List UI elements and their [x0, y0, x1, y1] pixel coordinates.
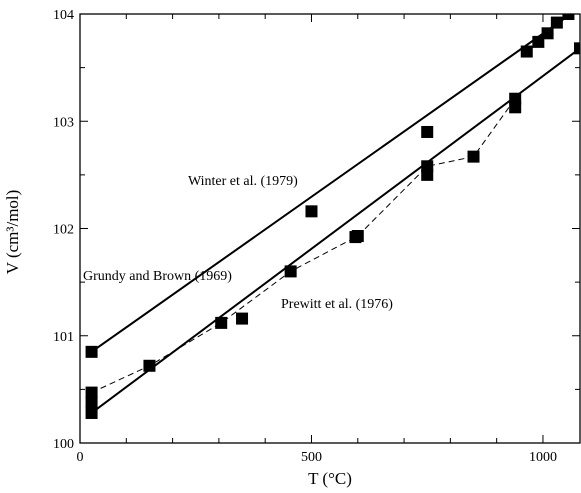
plot-frame [79, 13, 581, 444]
annotation-winter: Winter et al. (1979) [188, 174, 298, 189]
annotation-grundy-brown: Grundy and Brown (1969) [83, 269, 232, 284]
y-tick-label: 104 [53, 8, 74, 23]
y-tick-label: 102 [53, 223, 74, 238]
data-point [236, 312, 249, 325]
data-point [143, 359, 156, 372]
data-point [541, 27, 554, 40]
fit-line [90, 47, 581, 414]
data-point [467, 150, 480, 163]
data-point [85, 396, 98, 409]
data-point [509, 101, 522, 114]
data-point [421, 125, 434, 138]
data-point [349, 231, 362, 244]
y-axis-title: V (cm³/mol) [3, 190, 22, 275]
data-point [85, 345, 98, 358]
data-point [550, 16, 563, 29]
data-point [305, 205, 318, 218]
y-tick-label: 103 [53, 115, 74, 130]
data-point [284, 265, 297, 278]
y-tick-label: 101 [53, 330, 74, 345]
axis-ticks [79, 13, 580, 444]
plot-border [79, 13, 581, 444]
data-point [421, 168, 434, 181]
y-tick-label: 100 [53, 437, 74, 452]
data-point [520, 45, 533, 58]
data-points [85, 14, 580, 419]
x-tick-label: 500 [301, 450, 322, 465]
data-point [85, 406, 98, 419]
fit-line [90, 13, 572, 353]
data-point [574, 42, 580, 55]
dashed-connector [91, 98, 516, 394]
x-axis-title: T (°C) [308, 469, 352, 488]
data-point [215, 316, 228, 329]
tick-labels: 0 500 1000 100 101 102 103 104 [53, 8, 557, 465]
data-point [562, 14, 575, 20]
data-point [532, 35, 545, 48]
x-tick-label: 1000 [529, 450, 557, 465]
annotation-prewitt: Prewitt et al. (1976) [281, 297, 393, 312]
series-lines [90, 13, 581, 414]
data-point [85, 386, 98, 399]
x-tick-label: 0 [77, 450, 84, 465]
